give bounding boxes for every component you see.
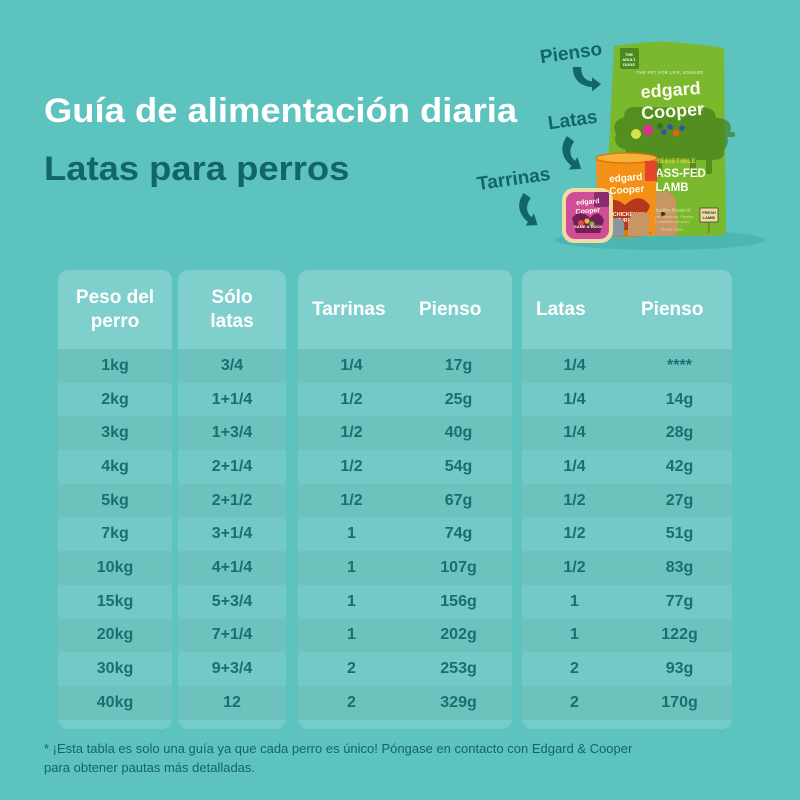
svg-text:edgard: edgard [640,78,701,102]
svg-text:DOGS: DOGS [623,62,635,67]
svg-text:®: ® [699,106,703,113]
svg-text:edgard: edgard [609,172,643,185]
svg-text:GAME & DUCK: GAME & DUCK [574,224,603,229]
svg-text:& oat/lamb (Mutton): & oat/lamb (Mutton) [654,219,690,224]
svg-text:THE PET FOR LIFE, EDGARD: THE PET FOR LIFE, EDGARD [636,70,703,75]
svg-text:Grain Free: Grain Free [661,227,684,232]
svg-text:LAMB!: LAMB! [703,215,716,220]
